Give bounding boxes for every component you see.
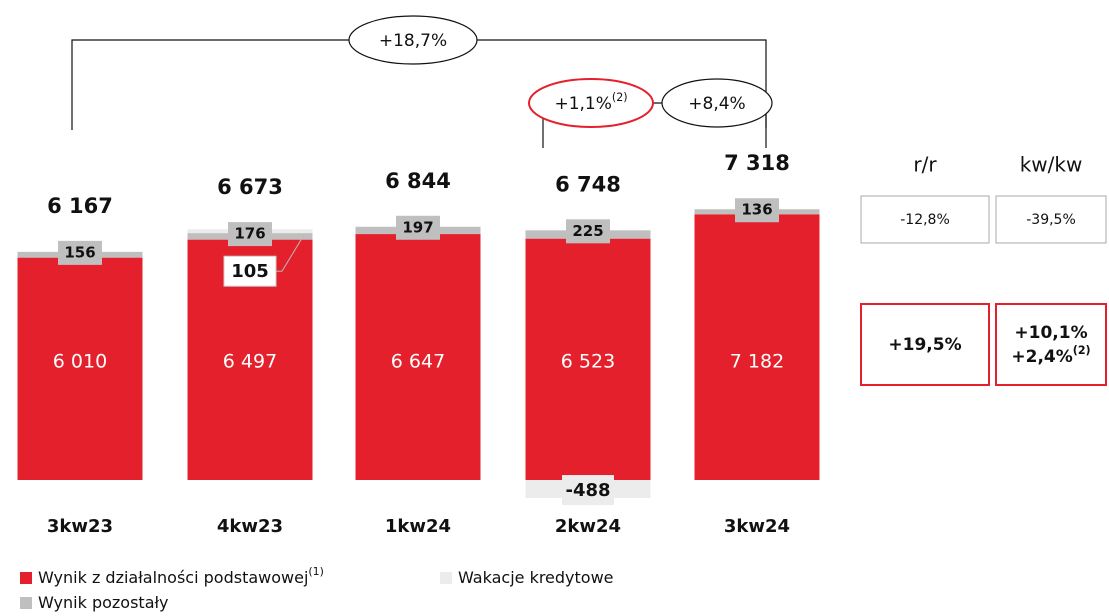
annotation-text: +1,1% — [554, 94, 611, 114]
label-box — [228, 222, 272, 247]
annotation-oval — [528, 78, 654, 128]
annotation-oval — [348, 15, 478, 65]
bar-segment — [355, 234, 481, 480]
brackets — [71, 15, 773, 148]
annotation-text: -12,8% — [900, 212, 950, 228]
label-box — [562, 475, 614, 506]
table-cell — [995, 195, 1107, 244]
label-box — [566, 219, 610, 244]
annotation-text: +19,5% — [888, 335, 961, 355]
total-label: 6 844 — [385, 169, 451, 193]
legend-swatch — [20, 597, 32, 609]
table-cell — [995, 303, 1107, 386]
label-box — [58, 240, 102, 265]
x-tick-label: 2kw24 — [555, 516, 621, 537]
legend-label: Wakacje kredytowe — [458, 568, 614, 587]
table-header: r/r — [913, 153, 937, 177]
label-box — [396, 215, 440, 240]
total-label: 7 318 — [724, 151, 790, 175]
superscript: (2) — [1073, 344, 1091, 357]
annotation: +2,4%(2) — [1011, 344, 1090, 367]
annotation-text: +2,4% — [1011, 347, 1072, 367]
x-tick-label: 4kw23 — [217, 516, 283, 537]
superscript: (1) — [308, 565, 324, 578]
value-label: 6 647 — [391, 351, 445, 373]
annotation-text: -39,5% — [1026, 212, 1076, 228]
value-label: 6 523 — [561, 351, 615, 373]
annotation: +19,5% — [888, 335, 961, 355]
table-header: kw/kw — [1020, 153, 1083, 177]
total-label: 6 748 — [555, 172, 621, 196]
bracket-qoq — [542, 102, 767, 148]
bar-segment — [694, 214, 820, 481]
value-label: 105 — [231, 261, 269, 282]
annotation: +10,1% — [1014, 323, 1087, 343]
x-tick-label: 3kw24 — [724, 516, 790, 537]
table-cell — [860, 195, 990, 244]
label-box — [735, 198, 779, 223]
annotation: -12,8% — [900, 212, 950, 228]
bar-segment — [17, 257, 143, 480]
annotation-text: +8,4% — [688, 94, 745, 114]
x-tick-label: 3kw23 — [47, 516, 113, 537]
annotation: +8,4% — [688, 94, 745, 114]
legend-label: Wynik pozostały — [38, 593, 169, 612]
value-label: 156 — [64, 243, 95, 261]
annotation-text: +18,7% — [379, 31, 447, 51]
superscript: (2) — [612, 91, 628, 104]
legend-text: Wakacje kredytowe — [458, 568, 614, 587]
annotation: -39,5% — [1026, 212, 1076, 228]
value-label: 6 010 — [53, 351, 107, 373]
value-label: 197 — [402, 218, 433, 236]
label-box — [223, 255, 277, 287]
value-label: 6 497 — [223, 351, 277, 373]
value-label: 225 — [572, 222, 603, 240]
total-label: 6 673 — [217, 175, 283, 199]
legend-label: Wynik z działalności podstawowej(1) — [38, 565, 324, 587]
leader-line — [281, 232, 306, 272]
annotation: +18,7% — [379, 31, 447, 51]
table-cell — [860, 303, 990, 386]
legend-swatch — [20, 572, 32, 584]
value-label: 136 — [741, 201, 772, 219]
legend-text: Wynik z działalności podstawowej — [38, 568, 308, 587]
legend-text: Wynik pozostały — [38, 593, 169, 612]
value-label: 7 182 — [730, 351, 784, 373]
x-tick-label: 1kw24 — [385, 516, 451, 537]
total-label: 6 167 — [47, 194, 113, 218]
value-label: 176 — [234, 225, 265, 243]
annotation-oval — [661, 78, 773, 128]
bar-segment — [525, 238, 651, 480]
value-label: -488 — [565, 480, 610, 501]
annotation: +1,1%(2) — [554, 91, 627, 114]
legend-swatch — [440, 572, 452, 584]
table-boxes — [860, 195, 1107, 386]
annotation-text: +10,1% — [1014, 323, 1087, 343]
